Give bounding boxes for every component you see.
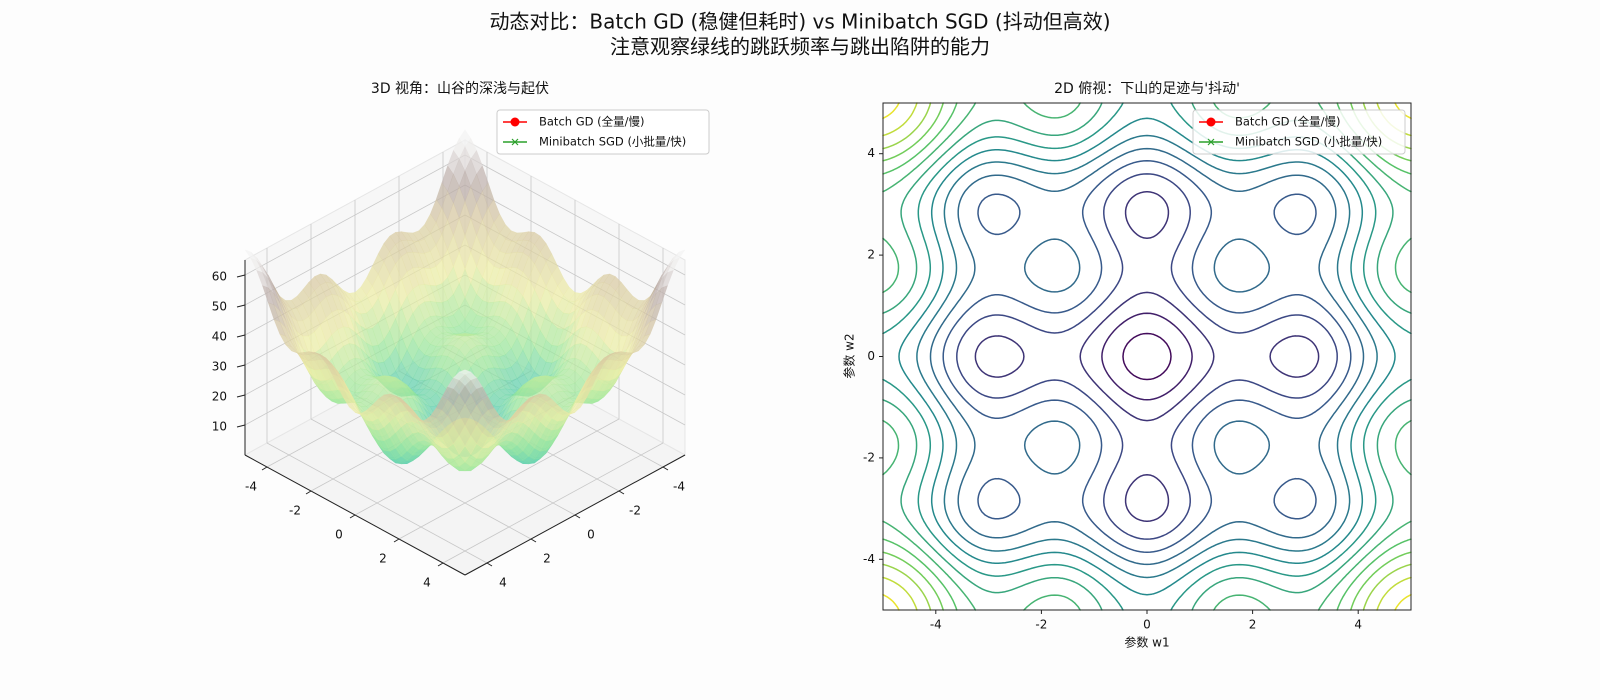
x-tick-label: 2 [1249,618,1257,632]
y-tick-label: 0 [587,528,595,542]
contour-line [956,173,1338,540]
y-tick-label: 2 [867,248,875,262]
z-tick-label: 20 [212,390,227,404]
surface-facet [458,369,472,375]
tick-mark [486,562,493,567]
tick-mark [393,538,400,543]
figure-title: 动态对比：Batch GD (稳健但耗时) vs Minibatch SGD (… [489,10,1110,34]
x-tick-label: -4 [245,480,257,494]
x-tick-label: 0 [1143,618,1151,632]
contour-line [882,102,1412,611]
legend-label: Batch GD (全量/慢) [539,115,644,129]
legend-label: Minibatch SGD (小批量/快) [539,135,686,149]
z-tick-label: 60 [212,270,227,284]
tick-mark [662,466,669,471]
x-tick-label: 4 [423,576,431,590]
x-tick-label: 0 [335,528,343,542]
x-tick-label: -4 [930,618,942,632]
z-tick-label: 40 [212,330,227,344]
contour-line [929,147,1365,566]
tick-mark [236,424,246,428]
z-tick-label: 50 [212,300,227,314]
legend-marker [1206,117,1216,127]
legend-label: Batch GD (全量/慢) [1235,115,1340,129]
axes-title: 2D 俯视：下山的足迹与'抖动' [1054,81,1240,97]
y-tick-label: -4 [673,480,685,494]
axis-line [464,454,686,576]
contour-line [1101,312,1193,401]
tick-mark [236,394,246,398]
legend-frame [1192,109,1406,155]
x-tick-label: -2 [289,504,301,518]
contour-line [942,160,1352,553]
z-tick-label: 10 [212,420,227,434]
tick-mark [236,334,246,338]
legend-marker [510,117,520,127]
axes-title: 3D 视角：山谷的深浅与起伏 [371,81,549,97]
legend: Batch GD (全量/慢) Minibatch SGD (小批量/快) [1192,109,1406,155]
surface [244,129,686,472]
y-tick-label: 4 [867,146,875,160]
tick-mark [437,562,444,567]
x-tick-label: 2 [379,552,387,566]
legend-marker [511,138,519,146]
tick-mark [261,466,268,471]
tick-mark [236,274,246,278]
legend: Batch GD (全量/慢) Minibatch SGD (小批量/快) [496,109,710,155]
contours [882,102,1412,611]
y-tick-label: 0 [867,349,875,363]
x-tick-label: 4 [1354,618,1362,632]
y-tick-label: 2 [543,552,551,566]
figure-subtitle: 注意观察绿线的跳跃频率与跳出陷阱的能力 [610,35,990,59]
legend-marker [1207,138,1215,146]
grid-line [464,154,686,276]
tick-mark [236,304,246,308]
y-axis-label: 参数 w2 [842,333,857,378]
legend-label: Minibatch SGD (小批量/快) [1235,135,1382,149]
contour-line [916,134,1378,579]
tick-mark [305,490,312,495]
tick-mark [530,538,537,543]
grid-line [464,184,686,306]
y-tick-label: -2 [629,504,641,518]
x-tick-label: -2 [1035,618,1047,632]
plot-area [883,103,1411,610]
grid-line [244,154,466,276]
axis-line [244,454,466,576]
tick-mark [236,364,246,368]
grid-line [266,442,488,564]
y-tick-label: -4 [863,552,875,566]
y-tick-label: 4 [499,576,507,590]
contour-line [974,190,1320,523]
tick-mark [349,514,356,519]
z-tick-label: 30 [212,360,227,374]
x-axis-label: 参数 w1 [1124,635,1169,650]
tick-mark [618,490,625,495]
contour-line [1122,332,1172,381]
grid-line [310,418,532,540]
y-tick-label: -2 [863,450,875,464]
grid-line [244,184,466,306]
tick-mark [574,514,581,519]
legend-frame [496,109,710,155]
